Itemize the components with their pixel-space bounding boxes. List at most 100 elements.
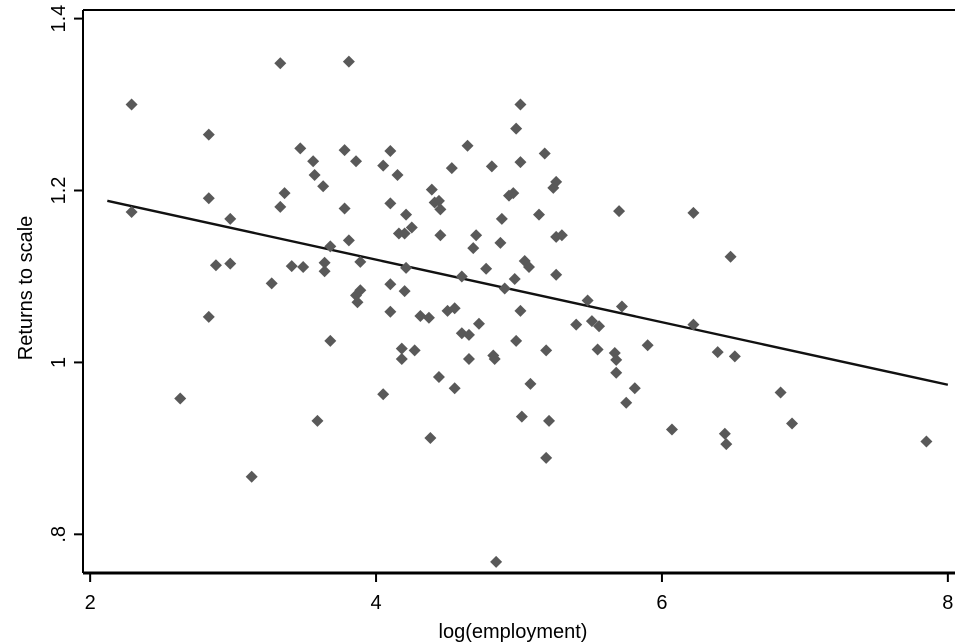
data-point xyxy=(308,169,321,182)
data-point xyxy=(307,155,320,168)
data-point xyxy=(384,197,397,210)
data-point xyxy=(510,122,523,135)
data-point xyxy=(317,180,330,193)
data-point xyxy=(724,250,737,263)
data-point xyxy=(448,302,461,315)
data-point xyxy=(786,417,799,430)
data-point xyxy=(687,206,700,219)
data-point xyxy=(687,318,700,331)
data-point xyxy=(318,256,331,269)
data-point xyxy=(384,305,397,318)
fitted-line xyxy=(107,199,949,386)
y-tick-label: .8 xyxy=(48,526,70,543)
data-point xyxy=(125,98,138,111)
data-point xyxy=(224,212,237,225)
data-point xyxy=(591,343,604,356)
data-point xyxy=(628,382,641,395)
data-point xyxy=(384,144,397,157)
data-point xyxy=(455,270,468,283)
data-point xyxy=(424,432,437,445)
x-axis-title: log(employment) xyxy=(439,621,588,643)
data-point xyxy=(550,175,563,188)
data-point xyxy=(398,227,411,240)
data-point xyxy=(342,55,355,68)
data-point xyxy=(514,156,527,169)
data-point xyxy=(480,262,493,275)
data-point xyxy=(245,470,258,483)
data-point xyxy=(665,423,678,436)
data-point xyxy=(508,273,521,286)
data-point xyxy=(395,342,408,355)
data-point xyxy=(593,320,606,333)
data-point xyxy=(202,192,215,205)
data-point xyxy=(408,344,421,357)
data-point xyxy=(555,229,568,242)
data-point xyxy=(523,261,536,274)
data-point xyxy=(377,159,390,172)
data-point xyxy=(434,229,447,242)
y-tick-label: 1.2 xyxy=(48,177,70,205)
data-point xyxy=(470,229,483,242)
data-point xyxy=(338,144,351,157)
x-tick-label: 6 xyxy=(656,592,667,614)
data-point xyxy=(342,234,355,247)
data-point xyxy=(502,189,515,202)
data-point xyxy=(432,371,445,384)
data-point xyxy=(610,353,623,366)
data-point xyxy=(774,386,787,399)
data-point xyxy=(297,261,310,274)
data-point xyxy=(285,260,298,273)
data-point xyxy=(448,382,461,395)
data-point xyxy=(610,366,623,379)
data-point xyxy=(391,169,404,182)
data-point xyxy=(294,142,307,155)
data-point xyxy=(462,328,475,341)
data-point xyxy=(462,352,475,365)
data-point xyxy=(432,194,445,207)
data-point xyxy=(543,414,556,427)
data-point xyxy=(718,427,731,440)
data-point xyxy=(400,208,413,221)
data-point xyxy=(615,300,628,313)
data-point xyxy=(278,187,291,200)
y-tick-label: 1 xyxy=(48,357,70,368)
data-point xyxy=(613,205,626,218)
data-point xyxy=(514,98,527,111)
data-point xyxy=(174,392,187,405)
data-point xyxy=(434,203,447,216)
y-tick-label: 1.4 xyxy=(48,5,70,33)
data-point xyxy=(202,310,215,323)
data-point xyxy=(533,208,546,221)
data-point xyxy=(445,162,458,175)
data-point xyxy=(425,183,438,196)
fitted-line-layer xyxy=(107,199,949,386)
data-point xyxy=(620,396,633,409)
data-point xyxy=(495,212,508,225)
data-point xyxy=(202,128,215,141)
y-axis-title: Returns to scale xyxy=(15,216,37,361)
data-point xyxy=(422,311,435,324)
x-tick-label: 4 xyxy=(370,592,381,614)
data-point xyxy=(711,346,724,359)
data-point xyxy=(485,160,498,173)
data-point xyxy=(351,296,364,309)
x-tick-label: 2 xyxy=(85,592,96,614)
data-point xyxy=(398,285,411,298)
data-points xyxy=(125,55,933,568)
data-point xyxy=(728,350,741,363)
data-point xyxy=(324,334,337,347)
data-point xyxy=(550,268,563,281)
data-point xyxy=(395,352,408,365)
data-point xyxy=(311,414,324,427)
data-point xyxy=(641,339,654,352)
data-point xyxy=(488,352,501,365)
data-point xyxy=(354,255,367,268)
data-point xyxy=(384,278,397,291)
data-point xyxy=(720,438,733,451)
data-point xyxy=(510,334,523,347)
data-point xyxy=(472,317,485,330)
data-point xyxy=(507,187,520,200)
data-point xyxy=(467,242,480,255)
data-point xyxy=(514,304,527,317)
